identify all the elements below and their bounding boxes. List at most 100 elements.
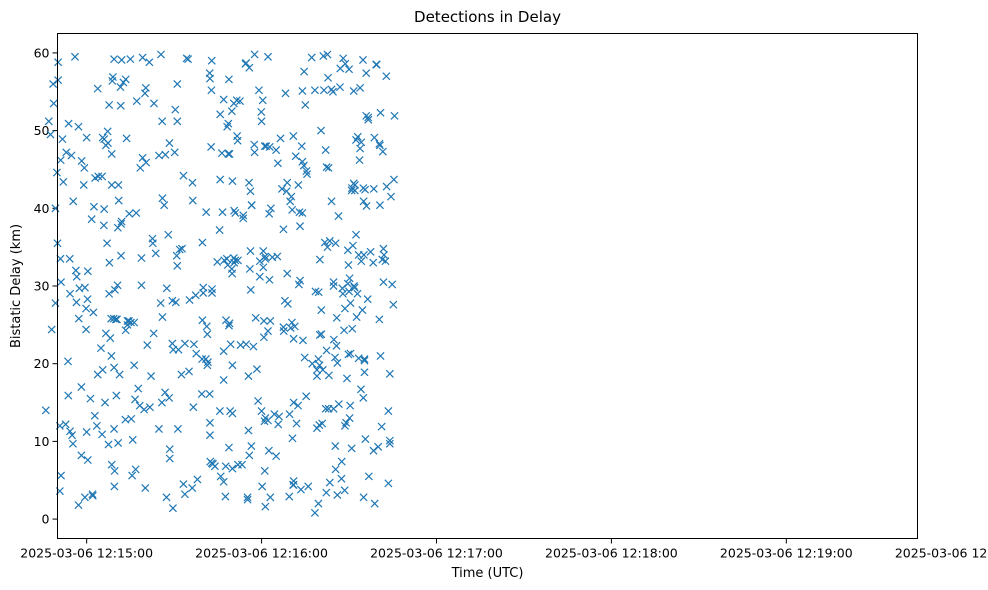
data-point	[233, 136, 242, 145]
data-point	[288, 205, 297, 214]
data-point	[173, 79, 182, 89]
data-point	[134, 384, 143, 393]
data-point	[356, 385, 366, 394]
data-point	[249, 342, 258, 351]
data-point	[332, 313, 341, 322]
data-point	[321, 404, 330, 413]
data-point	[334, 400, 343, 409]
data-point	[251, 313, 260, 322]
data-point	[359, 393, 368, 402]
data-point	[247, 442, 256, 451]
data-point	[132, 208, 141, 217]
data-point	[298, 336, 307, 345]
data-point	[273, 159, 282, 168]
x-tick-label: 2025-03-06 12:19:00	[720, 546, 853, 561]
data-point	[105, 100, 114, 110]
x-tick-label: 2025-03-06 12:20:00	[895, 546, 988, 561]
data-point	[63, 357, 73, 366]
data-point	[257, 407, 266, 416]
data-point	[270, 410, 279, 419]
data-point	[44, 117, 53, 126]
data-point	[289, 476, 298, 486]
data-point	[179, 480, 188, 489]
data-point	[121, 75, 130, 84]
data-point	[300, 67, 309, 76]
data-point	[68, 431, 77, 440]
x-tick-label: 2025-03-06 12:15:00	[20, 546, 153, 561]
data-point	[258, 482, 267, 491]
data-point	[302, 166, 311, 176]
data-point	[218, 208, 227, 217]
y-axis-label: Bistatic Delay (km)	[9, 224, 24, 348]
data-point	[179, 171, 188, 180]
data-point	[203, 358, 212, 367]
data-point	[198, 238, 207, 247]
data-point	[308, 359, 317, 368]
data-point	[185, 295, 194, 305]
data-point	[177, 370, 186, 379]
data-point	[344, 350, 353, 359]
data-point	[69, 197, 78, 206]
data-point	[148, 239, 157, 248]
data-point	[113, 281, 122, 290]
data-point	[66, 427, 75, 436]
data-point	[74, 314, 83, 323]
data-point	[96, 344, 105, 353]
data-point	[110, 424, 119, 433]
data-point	[345, 274, 354, 283]
data-point	[147, 372, 156, 381]
data-point	[228, 361, 237, 370]
plot-frame	[57, 33, 918, 539]
data-point	[82, 428, 91, 437]
data-point	[246, 247, 255, 256]
data-point	[58, 135, 67, 144]
data-point	[105, 289, 114, 298]
data-point	[110, 285, 119, 294]
data-point	[72, 272, 81, 281]
data-point	[177, 244, 187, 253]
data-point	[286, 197, 295, 206]
data-point	[164, 230, 173, 239]
data-point	[239, 214, 248, 223]
data-point	[131, 395, 140, 404]
data-point	[389, 175, 398, 184]
data-point	[156, 50, 166, 59]
data-point	[126, 318, 135, 327]
data-point	[322, 346, 331, 355]
data-point	[41, 406, 50, 415]
data-point	[333, 358, 342, 367]
data-point	[287, 318, 296, 327]
data-point	[216, 472, 225, 481]
data-point	[215, 407, 224, 416]
data-point	[323, 243, 332, 252]
data-point	[90, 411, 99, 420]
data-point	[325, 478, 334, 487]
data-point	[130, 361, 139, 370]
data-point	[252, 365, 261, 374]
data-point	[279, 327, 288, 336]
data-point	[215, 226, 224, 235]
data-point	[243, 493, 252, 502]
data-point	[205, 74, 214, 83]
data-point	[165, 139, 174, 148]
data-point	[250, 148, 259, 157]
data-point	[112, 315, 121, 324]
data-point	[329, 335, 338, 344]
data-point	[382, 182, 391, 191]
data-point	[277, 184, 286, 193]
data-point	[65, 254, 74, 263]
data-point	[219, 347, 228, 356]
data-point	[149, 99, 159, 108]
data-point	[128, 435, 137, 444]
data-point	[246, 187, 255, 196]
data-point	[207, 285, 217, 294]
data-point	[317, 306, 326, 315]
data-point	[353, 289, 362, 298]
data-point	[337, 457, 346, 466]
data-point	[331, 465, 340, 474]
data-point	[362, 69, 371, 78]
data-point	[250, 50, 259, 59]
data-point	[104, 440, 113, 449]
y-tick-label: 0	[42, 512, 50, 527]
